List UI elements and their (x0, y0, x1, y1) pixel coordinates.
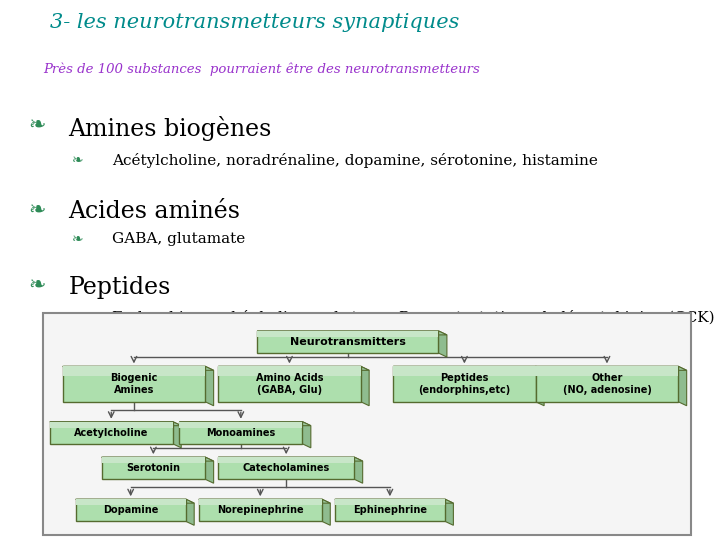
Polygon shape (257, 331, 447, 335)
Bar (536, 366, 678, 402)
Polygon shape (205, 457, 214, 483)
Bar (218, 457, 354, 463)
Bar (102, 457, 205, 480)
Bar (199, 499, 322, 521)
Text: Norepinephrine: Norepinephrine (217, 505, 304, 515)
Text: Other
(NO, adenosine): Other (NO, adenosine) (562, 373, 652, 395)
Polygon shape (361, 366, 369, 406)
Bar (179, 422, 302, 444)
Text: Neurotransmitters: Neurotransmitters (290, 337, 405, 347)
Bar (50, 422, 173, 444)
Text: Acides aminés: Acides aminés (68, 200, 240, 224)
Polygon shape (302, 422, 311, 448)
Polygon shape (205, 366, 214, 406)
Text: Ephinephrine: Ephinephrine (353, 505, 427, 515)
Polygon shape (173, 422, 181, 448)
Text: ❧: ❧ (72, 310, 84, 324)
Text: Acetylcholine: Acetylcholine (74, 428, 148, 438)
Text: Près de 100 substances  pourraient être des neurotransmetteurs: Près de 100 substances pourraient être d… (43, 63, 480, 76)
Text: ❧: ❧ (29, 275, 46, 295)
Text: Monoamines: Monoamines (206, 428, 276, 438)
Polygon shape (199, 499, 330, 503)
Polygon shape (536, 366, 687, 370)
Bar (335, 499, 445, 521)
Bar (257, 331, 438, 337)
Text: ❧: ❧ (72, 153, 84, 167)
Bar (76, 499, 186, 505)
Polygon shape (438, 331, 447, 357)
Polygon shape (50, 422, 181, 426)
Bar (257, 331, 438, 353)
Polygon shape (76, 499, 194, 503)
Text: Biogenic
Amines: Biogenic Amines (110, 373, 158, 395)
Bar (218, 366, 361, 376)
Bar (536, 366, 678, 376)
Text: Peptides: Peptides (68, 275, 171, 299)
Polygon shape (536, 366, 544, 406)
Polygon shape (218, 457, 363, 461)
Bar (218, 366, 361, 402)
Polygon shape (354, 457, 363, 483)
Bar (218, 457, 354, 480)
Text: GABA, glutamate: GABA, glutamate (112, 232, 245, 246)
Text: Peptides
(endorphins,etc): Peptides (endorphins,etc) (418, 373, 510, 395)
Text: ❧: ❧ (29, 200, 46, 220)
Text: ❧: ❧ (29, 116, 46, 136)
Polygon shape (335, 499, 454, 503)
Polygon shape (179, 422, 311, 426)
Bar (50, 422, 173, 428)
Text: Catecholamines: Catecholamines (243, 463, 330, 473)
Text: ❧: ❧ (72, 232, 84, 246)
Text: 3- les neurotransmetteurs synaptiques: 3- les neurotransmetteurs synaptiques (50, 12, 460, 31)
Text: Serotonin: Serotonin (126, 463, 180, 473)
Bar (393, 366, 536, 402)
Bar (393, 366, 536, 376)
Bar (63, 366, 205, 376)
Polygon shape (102, 457, 214, 461)
Polygon shape (678, 366, 687, 406)
Polygon shape (393, 366, 544, 370)
Bar (63, 366, 205, 402)
Text: Amines biogènes: Amines biogènes (68, 116, 271, 141)
Bar (76, 499, 186, 521)
Polygon shape (63, 366, 214, 370)
Text: Endorphine, enképhaline, substance P, somatostatine, cholécystokinine (CCK): Endorphine, enképhaline, substance P, so… (112, 310, 714, 325)
Bar (335, 499, 445, 505)
Polygon shape (322, 499, 330, 525)
Polygon shape (186, 499, 194, 525)
Bar (199, 499, 322, 505)
Polygon shape (445, 499, 454, 525)
Bar (179, 422, 302, 428)
Text: Dopamine: Dopamine (103, 505, 158, 515)
Text: Amino Acids
(GABA, Glu): Amino Acids (GABA, Glu) (256, 373, 323, 395)
Polygon shape (218, 366, 369, 370)
Bar (102, 457, 205, 463)
Text: Acétylcholine, noradrénaline, dopamine, sérotonine, histamine: Acétylcholine, noradrénaline, dopamine, … (112, 153, 598, 168)
